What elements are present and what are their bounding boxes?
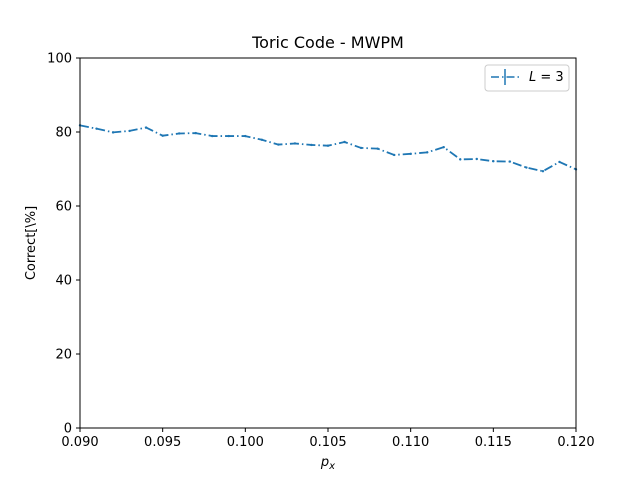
data-point bbox=[326, 144, 330, 147]
data-point bbox=[144, 126, 148, 129]
data-point bbox=[359, 146, 363, 150]
data-point bbox=[128, 129, 131, 133]
data-point bbox=[442, 145, 445, 149]
y-tick-label: 80 bbox=[55, 126, 72, 141]
y-axis-ticks: 0 20 40 60 80 100 bbox=[47, 52, 80, 437]
data-point bbox=[525, 166, 528, 169]
x-axis-label: px bbox=[320, 455, 335, 472]
data-point bbox=[178, 132, 181, 135]
chart-title: Toric Code - MWPM bbox=[251, 33, 404, 52]
x-tick-label: 0.105 bbox=[309, 435, 346, 450]
y-tick-label: 0 bbox=[64, 422, 72, 437]
data-point bbox=[558, 160, 561, 164]
data-point bbox=[459, 158, 462, 161]
x-axis-label-main: p bbox=[320, 455, 329, 470]
data-point bbox=[310, 143, 313, 147]
data-point bbox=[541, 170, 545, 173]
legend-box bbox=[484, 64, 570, 92]
y-tick-label: 40 bbox=[55, 274, 72, 289]
data-point bbox=[475, 157, 478, 161]
legend-entry-label: L = 3 bbox=[529, 70, 564, 85]
x-tick-label: 0.090 bbox=[61, 435, 98, 450]
data-point bbox=[376, 147, 379, 150]
data-point bbox=[293, 142, 297, 145]
data-point bbox=[492, 160, 495, 163]
x-axis-ticks: 0.090 0.095 0.100 0.105 0.110 0.115 0.120 bbox=[61, 428, 595, 450]
data-point bbox=[244, 134, 247, 138]
plot-area bbox=[78, 124, 578, 173]
x-tick-label: 0.115 bbox=[475, 435, 512, 450]
x-tick-label: 0.120 bbox=[557, 435, 594, 450]
data-point bbox=[211, 134, 214, 138]
x-tick-label: 0.110 bbox=[392, 435, 429, 450]
legend-entry-rest: = 3 bbox=[536, 70, 563, 85]
data-point bbox=[343, 140, 346, 144]
data-point bbox=[260, 138, 264, 141]
y-tick-label: 60 bbox=[55, 200, 72, 215]
x-tick-label: 0.095 bbox=[144, 435, 181, 450]
y-tick-label: 100 bbox=[47, 52, 72, 67]
x-tick-label: 0.100 bbox=[227, 435, 264, 450]
data-point bbox=[508, 160, 512, 163]
legend-entry-italic: L bbox=[529, 70, 536, 85]
data-point bbox=[161, 134, 164, 137]
data-point bbox=[426, 151, 429, 154]
data-point bbox=[227, 134, 230, 138]
x-axis-label-subscript: x bbox=[328, 461, 335, 472]
data-point bbox=[277, 143, 280, 146]
data-point bbox=[392, 153, 396, 157]
data-point bbox=[194, 131, 197, 135]
data-point bbox=[95, 127, 98, 130]
data-point bbox=[409, 152, 412, 156]
legend: L = 3 bbox=[484, 64, 570, 92]
y-axis-label: Correct[\%] bbox=[24, 206, 39, 280]
y-tick-label: 20 bbox=[55, 348, 72, 363]
data-point bbox=[111, 131, 115, 134]
